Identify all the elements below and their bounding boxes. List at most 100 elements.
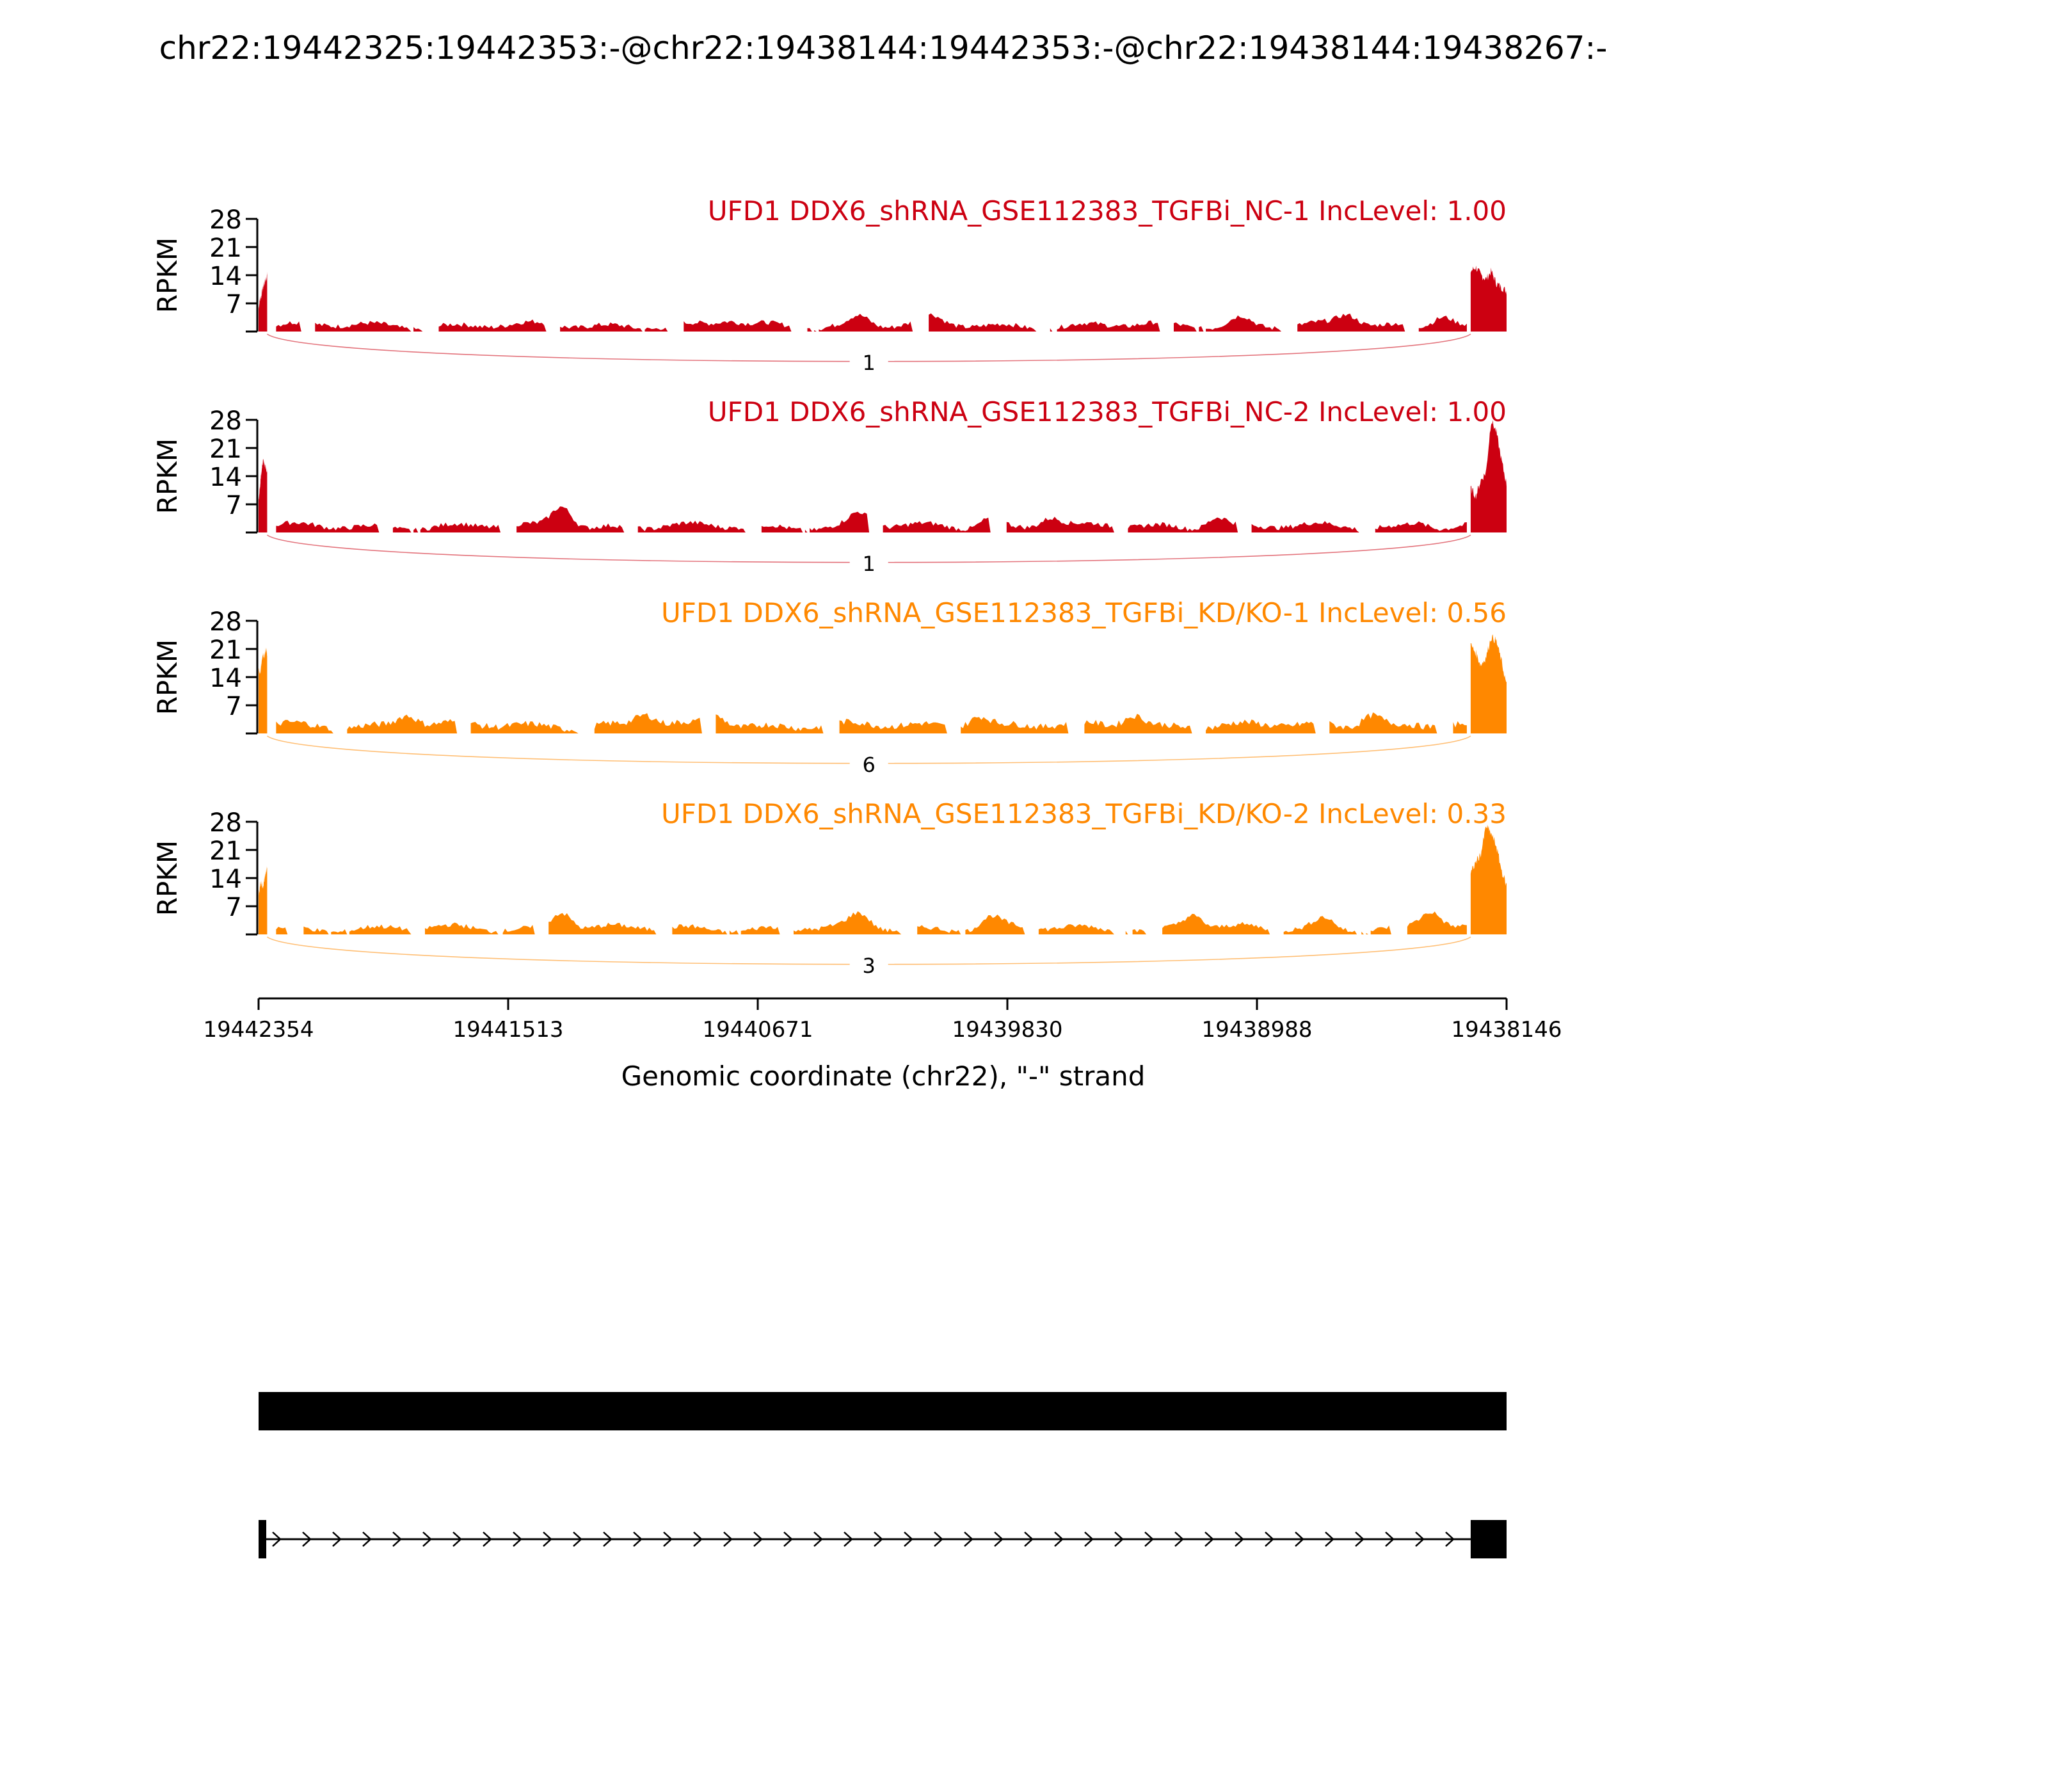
strand-arrow xyxy=(723,1532,733,1547)
y-tick-label: 14 xyxy=(209,262,242,291)
junction-count: 1 xyxy=(863,351,876,375)
strand-arrow xyxy=(693,1532,703,1547)
y-tick-label: 7 xyxy=(226,491,242,520)
strand-arrow xyxy=(513,1532,522,1547)
track-title: UFD1 DDX6_shRNA_GSE112383_TGFBi_NC-2 Inc… xyxy=(708,396,1507,428)
x-tick-label: 19441513 xyxy=(452,1017,563,1043)
y-tick-label: 7 xyxy=(226,692,242,721)
y-axis-label: RPKM xyxy=(152,438,183,514)
strand-arrow xyxy=(1084,1532,1094,1547)
strand-arrow xyxy=(904,1532,913,1547)
y-tick-label: 21 xyxy=(209,636,242,665)
intron-coverage xyxy=(276,911,1467,934)
y-axis-label: RPKM xyxy=(152,840,183,916)
strand-arrow xyxy=(753,1532,763,1547)
x-tick-label: 19438988 xyxy=(1201,1017,1312,1043)
strand-arrow xyxy=(332,1532,342,1547)
junction-label-bg xyxy=(849,552,888,573)
y-tick-label: 21 xyxy=(209,435,242,464)
exon1-coverage xyxy=(259,271,268,332)
exon2-coverage xyxy=(1470,266,1507,332)
strand-arrow xyxy=(1385,1532,1395,1547)
strand-arrow xyxy=(844,1532,853,1547)
strand-arrow xyxy=(1204,1532,1214,1547)
skipping-isoform-exon2 xyxy=(1470,1520,1507,1558)
y-tick-label: 28 xyxy=(209,205,242,235)
y-tick-label: 14 xyxy=(209,463,242,492)
strand-arrow xyxy=(663,1532,673,1547)
x-axis: 19442354 19441513 19440671 19439830 19438988… xyxy=(203,997,1562,1043)
strand-arrow xyxy=(1325,1532,1334,1547)
strand-arrow xyxy=(783,1532,793,1547)
y-tick-label: 7 xyxy=(226,290,242,319)
strand-arrow xyxy=(452,1532,462,1547)
y-tick-label: 21 xyxy=(209,836,242,866)
figure-title: chr22:19442325:19442353:-@chr22:19438144… xyxy=(159,29,1608,67)
strand-arrow xyxy=(964,1532,973,1547)
track-title: UFD1 DDX6_shRNA_GSE112383_TGFBi_KD/KO-2 … xyxy=(661,798,1507,829)
strand-arrow xyxy=(272,1532,282,1547)
gene-models xyxy=(259,1392,1507,1558)
y-axis-label: RPKM xyxy=(152,237,183,313)
strand-arrow xyxy=(1295,1532,1304,1547)
intron-coverage xyxy=(276,313,1467,332)
y-tick-label: 7 xyxy=(226,893,242,922)
strand-arrow xyxy=(483,1532,492,1547)
y-tick-label: 14 xyxy=(209,865,242,894)
junction-label-bg xyxy=(849,954,888,975)
strand-arrow xyxy=(543,1532,552,1547)
exon1-coverage xyxy=(259,647,268,733)
strand-arrow xyxy=(1024,1532,1034,1547)
junction-count: 1 xyxy=(863,552,876,576)
junction-count: 3 xyxy=(863,954,876,978)
exon2-coverage xyxy=(1470,824,1507,934)
y-tick-label: 28 xyxy=(209,808,242,838)
junction-label-bg xyxy=(849,351,888,372)
y-tick-label: 14 xyxy=(209,664,242,693)
y-tick-label: 21 xyxy=(209,234,242,263)
skipping-isoform-exon1 xyxy=(259,1520,266,1558)
strand-arrow xyxy=(1114,1532,1124,1547)
strand-arrow xyxy=(813,1532,823,1547)
strand-arrow xyxy=(1355,1532,1364,1547)
track-title: UFD1 DDX6_shRNA_GSE112383_TGFBi_NC-1 Inc… xyxy=(708,195,1507,227)
strand-arrow xyxy=(1144,1532,1154,1547)
strand-arrow xyxy=(874,1532,883,1547)
x-tick-label: 19439830 xyxy=(952,1017,1062,1043)
exon2-coverage xyxy=(1470,420,1507,532)
y-axis-label: RPKM xyxy=(152,639,183,715)
exon2-coverage xyxy=(1470,634,1507,733)
track-title: UFD1 DDX6_shRNA_GSE112383_TGFBi_KD/KO-1 … xyxy=(661,597,1507,628)
strand-arrow xyxy=(392,1532,402,1547)
x-tick-label: 19440671 xyxy=(702,1017,813,1043)
y-tick-label: 28 xyxy=(209,607,242,637)
junction-count: 6 xyxy=(863,753,876,777)
strand-arrow xyxy=(302,1532,312,1547)
inclusion-isoform-exon xyxy=(259,1392,1507,1430)
strand-arrow xyxy=(1265,1532,1274,1547)
strand-arrow xyxy=(1415,1532,1425,1547)
intron-coverage xyxy=(276,506,1467,532)
exon1-coverage xyxy=(259,866,268,934)
strand-arrow xyxy=(573,1532,582,1547)
strand-arrow xyxy=(1235,1532,1244,1547)
strand-arrow xyxy=(1054,1532,1064,1547)
junction-label-bg xyxy=(849,753,888,774)
x-axis-label: Genomic coordinate (chr22), "-" strand xyxy=(621,1060,1146,1092)
strand-arrow xyxy=(362,1532,372,1547)
strand-arrow xyxy=(934,1532,943,1547)
strand-arrow xyxy=(603,1532,612,1547)
intron-coverage xyxy=(276,712,1467,733)
strand-arrow xyxy=(633,1532,643,1547)
y-tick-label: 28 xyxy=(209,406,242,436)
x-tick-label: 19442354 xyxy=(203,1017,314,1043)
strand-arrow xyxy=(994,1532,1004,1547)
x-tick-label: 19438146 xyxy=(1451,1017,1562,1043)
exon1-coverage xyxy=(259,459,268,532)
